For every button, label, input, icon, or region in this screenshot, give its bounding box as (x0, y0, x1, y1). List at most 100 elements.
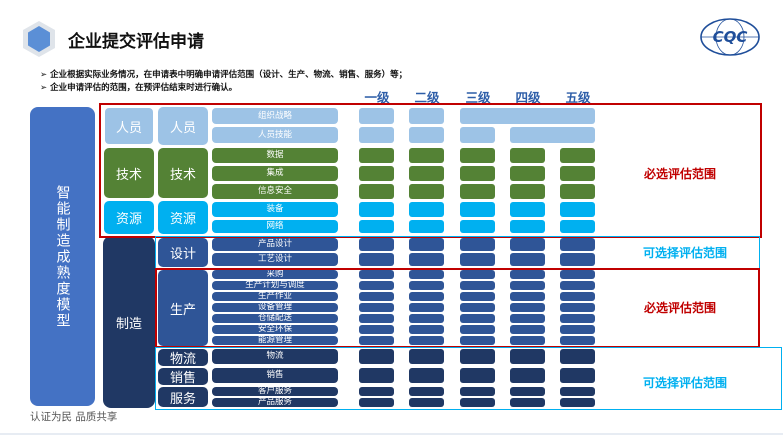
level-cell (460, 387, 495, 396)
level-cell (359, 387, 394, 396)
subitem-bar: 装备 (212, 202, 338, 217)
level-cell (460, 349, 495, 364)
level-cell (510, 325, 545, 334)
level-cell (560, 303, 595, 312)
level-cell (560, 184, 595, 199)
level-cell (409, 148, 444, 163)
level-cell (460, 398, 495, 407)
level-cell (510, 314, 545, 323)
level-cell (560, 368, 595, 383)
level-cell (510, 281, 545, 290)
level-cell (359, 253, 394, 266)
level-cell (409, 108, 444, 124)
level-cell (409, 127, 444, 143)
level-cell (510, 253, 545, 266)
level-cell (460, 336, 495, 345)
subitem-bar: 组织战略 (212, 108, 338, 124)
level-cell (359, 368, 394, 383)
level-cell (460, 202, 495, 217)
level-cell (409, 253, 444, 266)
level-cell (409, 314, 444, 323)
subitem-bar: 安全环保 (212, 325, 338, 334)
subitem-bar: 生产作业 (212, 292, 338, 301)
bullet-2: ➢ 企业申请评估的范围，在预评估结束时进行确认。 (40, 83, 238, 93)
level-cell (359, 238, 394, 251)
level-cell (409, 220, 444, 233)
level-cell (460, 270, 495, 279)
subitem-bar: 产品服务 (212, 398, 338, 407)
bullet-arrow-icon: ➢ (40, 70, 51, 80)
level-cell (460, 148, 495, 163)
subcategory-personnel: 人员 (158, 107, 208, 145)
level-cell (359, 314, 394, 323)
level-cell (560, 281, 595, 290)
level-cell (510, 127, 595, 143)
required-scope-note-production: 必选评估范围 (643, 301, 716, 315)
page-title-icon (22, 20, 56, 58)
subitem-bar: 信息安全 (212, 184, 338, 199)
subitem-bar: 工艺设计 (212, 253, 338, 266)
level-cell (510, 292, 545, 301)
subitem-bar: 人员技能 (212, 127, 338, 143)
level-cell (359, 220, 394, 233)
subcategory-sales: 销售 (158, 368, 208, 386)
subitem-bar: 产品设计 (212, 238, 338, 251)
level-cell (359, 148, 394, 163)
level-cell (359, 127, 394, 143)
level-cell (560, 270, 595, 279)
level-cell (560, 238, 595, 251)
level-cell (510, 303, 545, 312)
level-cell (409, 398, 444, 407)
level-cell (460, 253, 495, 266)
category-technology: 技术 (104, 148, 154, 198)
subitem-bar: 网络 (212, 220, 338, 233)
level-cell (359, 292, 394, 301)
level-cell (409, 325, 444, 334)
level-cell (409, 387, 444, 396)
footer-slogan: 认证为民 品质共享 (30, 411, 118, 423)
level-cell (510, 238, 545, 251)
bullet-1: ➢ 企业根据实际业务情况，在申请表中明确申请评估范围（设计、生产、物流、销售、服… (40, 70, 408, 80)
level-2-header: 二级 (414, 90, 440, 105)
level-cell (560, 398, 595, 407)
manufacturing-bar: 制造 (103, 236, 155, 408)
level-cell (460, 325, 495, 334)
level-cell (560, 349, 595, 364)
level-cell (560, 387, 595, 396)
level-cell (560, 325, 595, 334)
optional-scope-note-bottom: 可选择评估范围 (642, 376, 727, 390)
subitem-bar: 生产计划与调度 (212, 281, 338, 290)
level-cell (510, 368, 545, 383)
cqc-logo-text: CQC (712, 28, 748, 46)
subcategory-production: 生产 (158, 270, 208, 346)
page-title: 企业提交评估申请 (68, 32, 204, 52)
optional-scope-note-design: 可选择评估范围 (642, 246, 727, 260)
level-5-header: 五级 (565, 90, 591, 105)
level-cell (560, 166, 595, 181)
level-cell (409, 303, 444, 312)
level-cell (359, 325, 394, 334)
level-cell (460, 238, 495, 251)
subitem-bar: 物流 (212, 349, 338, 364)
subitem-bar: 仓储配送 (212, 314, 338, 323)
level-cell (359, 108, 394, 124)
level-cell (409, 238, 444, 251)
subcategory-resources: 资源 (158, 201, 208, 234)
subitem-bar: 数据 (212, 148, 338, 163)
level-cell (359, 166, 394, 181)
level-cell (510, 270, 545, 279)
level-cell (460, 368, 495, 383)
level-cell (359, 398, 394, 407)
footer-line (0, 433, 783, 435)
level-cell (409, 166, 444, 181)
level-cell (409, 368, 444, 383)
category-personnel: 人员 (104, 107, 154, 145)
subitem-bar: 设备管理 (212, 303, 338, 312)
level-cell (510, 220, 545, 233)
optional-scope-frame-bottom (155, 347, 782, 410)
level-4-header: 四级 (515, 90, 541, 105)
level-cell (460, 220, 495, 233)
subitem-bar: 客户服务 (212, 387, 338, 396)
subitem-bar: 采购 (212, 270, 338, 279)
level-cell (409, 292, 444, 301)
